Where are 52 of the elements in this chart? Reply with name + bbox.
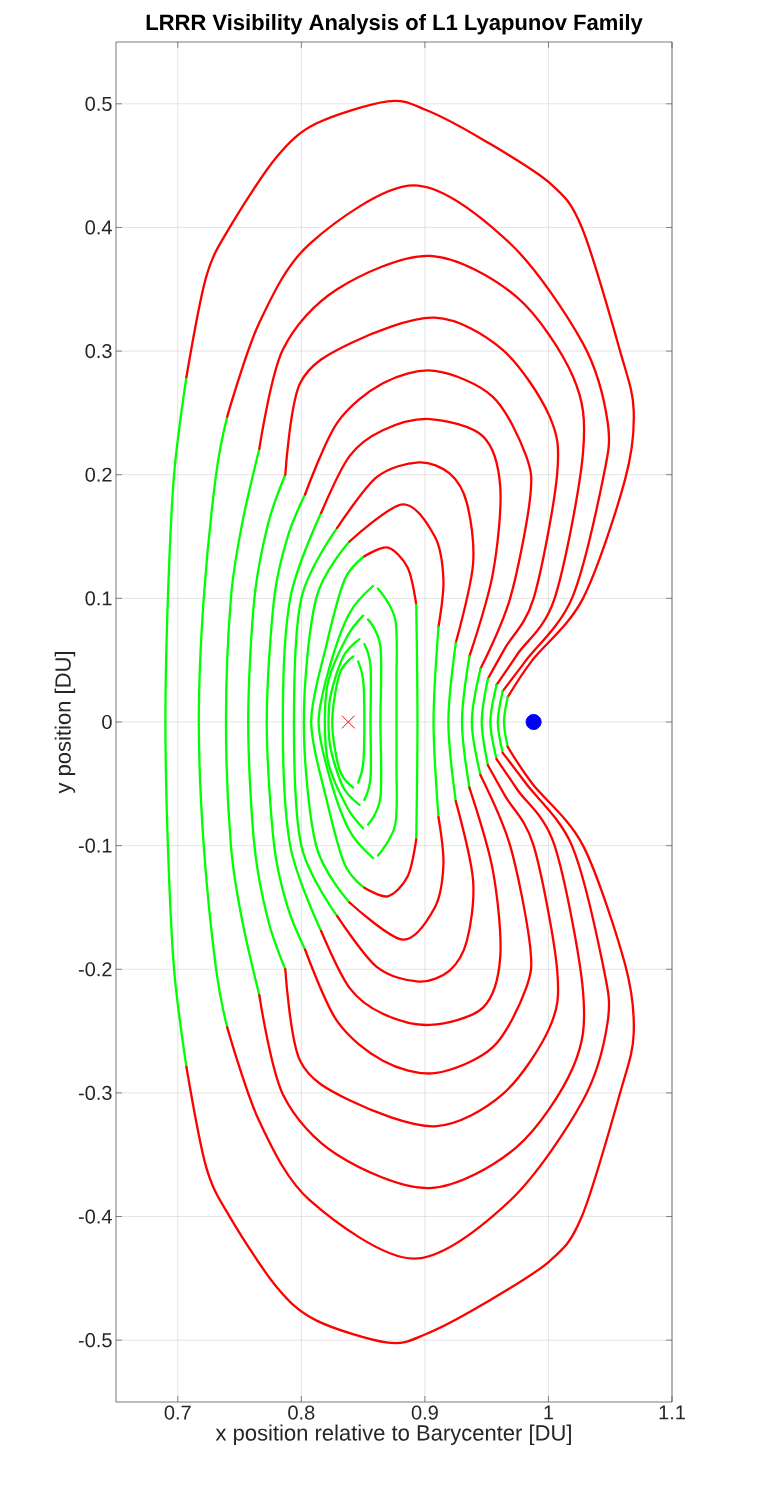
line-series bbox=[284, 316, 560, 680]
y-tick-label: -0.4 bbox=[78, 1209, 112, 1224]
line-series bbox=[224, 447, 261, 997]
line-series bbox=[258, 757, 586, 1190]
y-tick-label: 0.4 bbox=[85, 220, 112, 235]
line-series bbox=[376, 587, 398, 857]
line-series bbox=[303, 369, 533, 670]
line-series bbox=[258, 254, 586, 687]
line-series bbox=[185, 745, 635, 1345]
y-tick-label: 0.5 bbox=[85, 96, 112, 111]
line-series bbox=[292, 526, 339, 918]
line-series bbox=[348, 816, 445, 941]
line-series bbox=[164, 375, 188, 1069]
line-series bbox=[310, 555, 366, 889]
line-series bbox=[317, 584, 375, 860]
line-series bbox=[319, 786, 502, 1027]
line-series bbox=[265, 493, 307, 951]
y-tick-label: 0.3 bbox=[85, 344, 112, 359]
line-series bbox=[319, 417, 502, 658]
x-tick-label: 0.8 bbox=[288, 1405, 315, 1420]
line-series bbox=[327, 638, 361, 806]
line-series bbox=[303, 774, 533, 1075]
line-series bbox=[197, 415, 229, 1029]
line-series bbox=[284, 764, 560, 1128]
x-axis-title: x position relative to Barycenter [DU] bbox=[215, 1424, 571, 1446]
y-axis-title: y position [DU] bbox=[54, 652, 76, 794]
x-tick-label: 0.9 bbox=[411, 1405, 438, 1420]
y-tick-label: -0.2 bbox=[78, 962, 112, 977]
x-tick-label: 1 bbox=[544, 1405, 554, 1420]
line-series bbox=[302, 540, 351, 904]
y-tick-label: -0.5 bbox=[78, 1333, 112, 1348]
x-tick-label: 1.1 bbox=[659, 1405, 685, 1420]
y-tick-label: 0 bbox=[102, 714, 112, 730]
line-series bbox=[336, 799, 475, 983]
y-tick-label: -0.3 bbox=[78, 1085, 112, 1100]
line-series bbox=[357, 660, 366, 784]
y-tick-label: 0.1 bbox=[85, 591, 112, 606]
y-tick-label: -0.1 bbox=[78, 838, 112, 853]
line-series bbox=[185, 99, 635, 699]
line-series bbox=[363, 838, 418, 898]
line-series bbox=[363, 642, 373, 802]
line-series bbox=[348, 503, 445, 628]
line-series bbox=[323, 614, 365, 830]
line-series bbox=[331, 655, 355, 789]
line-series bbox=[366, 618, 383, 826]
line-series bbox=[247, 473, 287, 971]
x-tick-label: 0.7 bbox=[164, 1405, 191, 1420]
line-series bbox=[363, 546, 418, 606]
chart-title: LRRR Visibility Analysis of L1 Lyapunov Family bbox=[146, 13, 643, 35]
line-series bbox=[281, 511, 323, 933]
y-tick-label: 0.2 bbox=[85, 467, 112, 482]
line-series bbox=[336, 461, 475, 645]
